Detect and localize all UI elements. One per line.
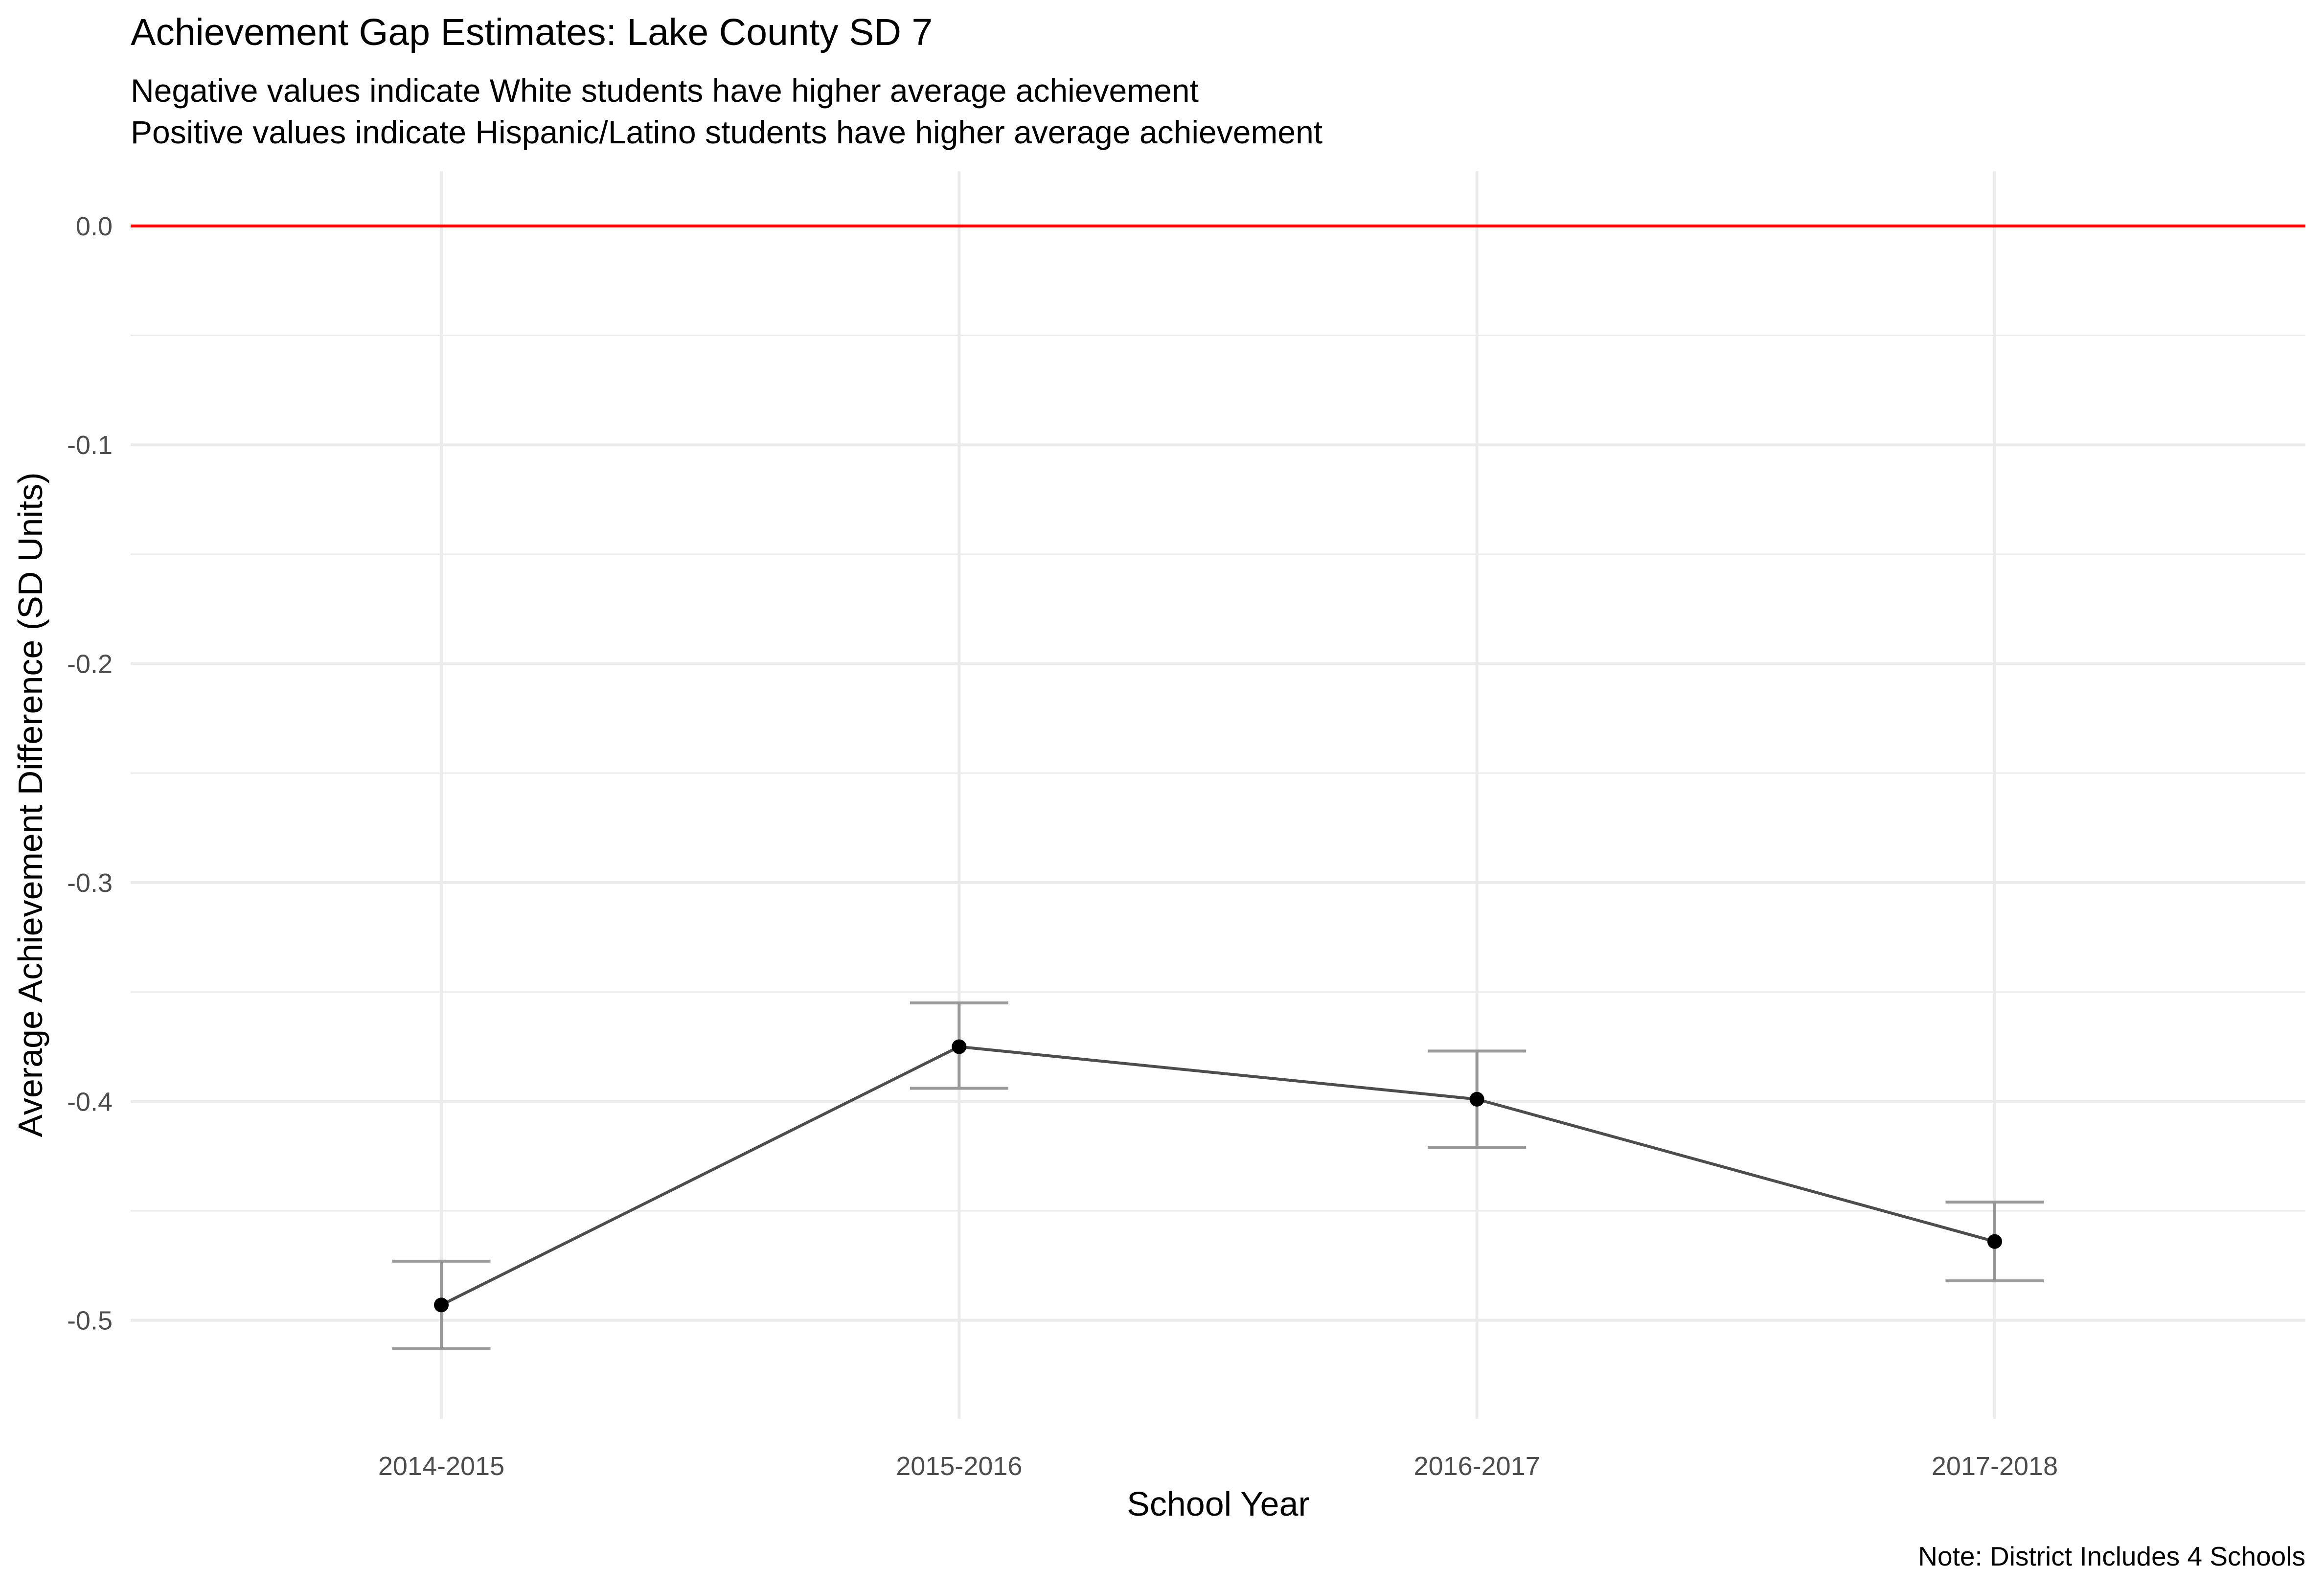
- x-tick-label: 2016-2017: [1414, 1452, 1540, 1481]
- y-tick-label: -0.5: [67, 1306, 113, 1336]
- x-axis-label: School Year: [1127, 1485, 1310, 1523]
- data-point: [434, 1297, 449, 1313]
- data-point: [1469, 1091, 1484, 1107]
- x-tick-label: 2015-2016: [896, 1452, 1022, 1481]
- y-tick-label: -0.4: [67, 1087, 113, 1116]
- y-tick-label: -0.3: [67, 868, 113, 898]
- y-tick-label: -0.2: [67, 650, 113, 679]
- x-tick-label: 2017-2018: [1932, 1452, 2058, 1481]
- y-tick-label: 0.0: [76, 212, 113, 241]
- x-tick-label: 2014-2015: [378, 1452, 504, 1481]
- data-layer: [392, 1001, 2044, 1350]
- chart-caption: Note: District Includes 4 Schools: [1918, 1541, 2305, 1571]
- data-point: [1987, 1234, 2002, 1249]
- y-axis-label: Average Achievement Difference (SD Units…: [11, 472, 49, 1137]
- series-line: [440, 1045, 1995, 1307]
- chart-title: Achievement Gap Estimates: Lake County S…: [131, 11, 933, 53]
- chart-subtitle-line-1: Negative values indicate White students …: [131, 72, 1199, 109]
- x-tick-label-layer: 2014-2015 2015-2016 2016-2017 2017-2018: [378, 1452, 2058, 1481]
- chart-subtitle-line-2: Positive values indicate Hispanic/Latino…: [131, 114, 1322, 150]
- y-tick-label: -0.1: [67, 431, 113, 460]
- data-point: [952, 1039, 967, 1054]
- y-tick-label-layer: 0.0 -0.1 -0.2 -0.3 -0.4 -0.5: [67, 212, 113, 1336]
